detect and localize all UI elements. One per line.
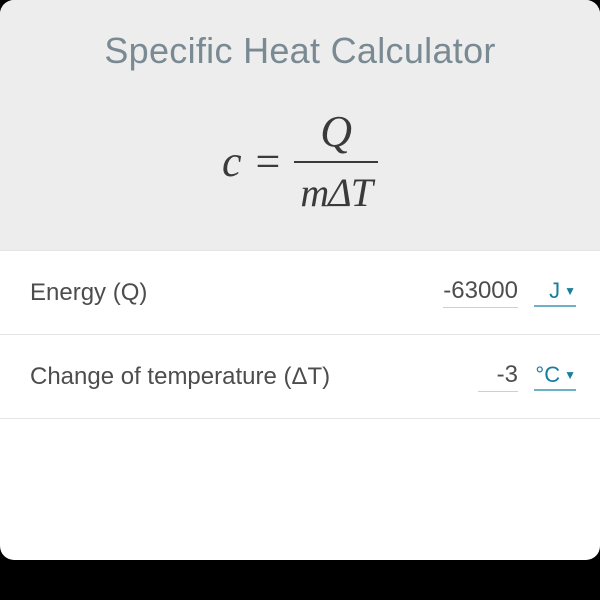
next-row-peek — [0, 418, 600, 428]
formula-numerator: Q — [310, 106, 362, 161]
equals-sign: = — [256, 136, 281, 187]
input-rows: Energy (Q) -63000 J ▼ Change of temperat… — [0, 250, 600, 428]
energy-value-wrap: -63000 J ▼ — [443, 277, 576, 308]
delta-t-input[interactable]: -3 — [478, 361, 518, 392]
energy-unit-select[interactable]: J ▼ — [534, 278, 576, 307]
row-energy: Energy (Q) -63000 J ▼ — [0, 250, 600, 334]
delta-t-unit-select[interactable]: °C ▼ — [534, 362, 576, 391]
calculator-card: Specific Heat Calculator c = Q mΔT Energ… — [0, 0, 600, 560]
page-title: Specific Heat Calculator — [30, 30, 570, 72]
delta-t-unit-text: °C — [535, 362, 560, 388]
delta-t-value-wrap: -3 °C ▼ — [478, 361, 576, 392]
energy-unit-text: J — [549, 278, 560, 304]
chevron-down-icon: ▼ — [564, 369, 576, 381]
formula-display: c = Q mΔT — [30, 106, 570, 216]
energy-input[interactable]: -63000 — [443, 277, 518, 308]
chevron-down-icon: ▼ — [564, 285, 576, 297]
formula-lhs: c — [222, 136, 242, 187]
bottom-bar — [0, 560, 600, 600]
formula-denominator: mΔT — [294, 161, 378, 216]
delta-t-label: Change of temperature (ΔT) — [30, 363, 478, 391]
row-delta-t: Change of temperature (ΔT) -3 °C ▼ — [0, 334, 600, 418]
header: Specific Heat Calculator c = Q mΔT — [0, 0, 600, 250]
formula-fraction: Q mΔT — [294, 106, 378, 216]
energy-label: Energy (Q) — [30, 279, 443, 307]
